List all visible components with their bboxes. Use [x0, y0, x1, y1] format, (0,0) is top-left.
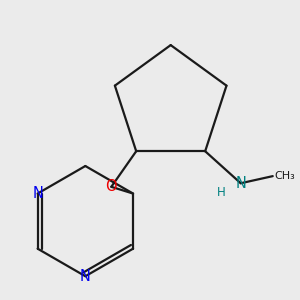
Text: O: O: [106, 179, 117, 194]
Text: N: N: [235, 176, 246, 191]
Text: N: N: [80, 269, 91, 284]
Text: H: H: [217, 186, 226, 199]
Text: CH₃: CH₃: [274, 171, 295, 181]
Text: N: N: [32, 186, 43, 201]
